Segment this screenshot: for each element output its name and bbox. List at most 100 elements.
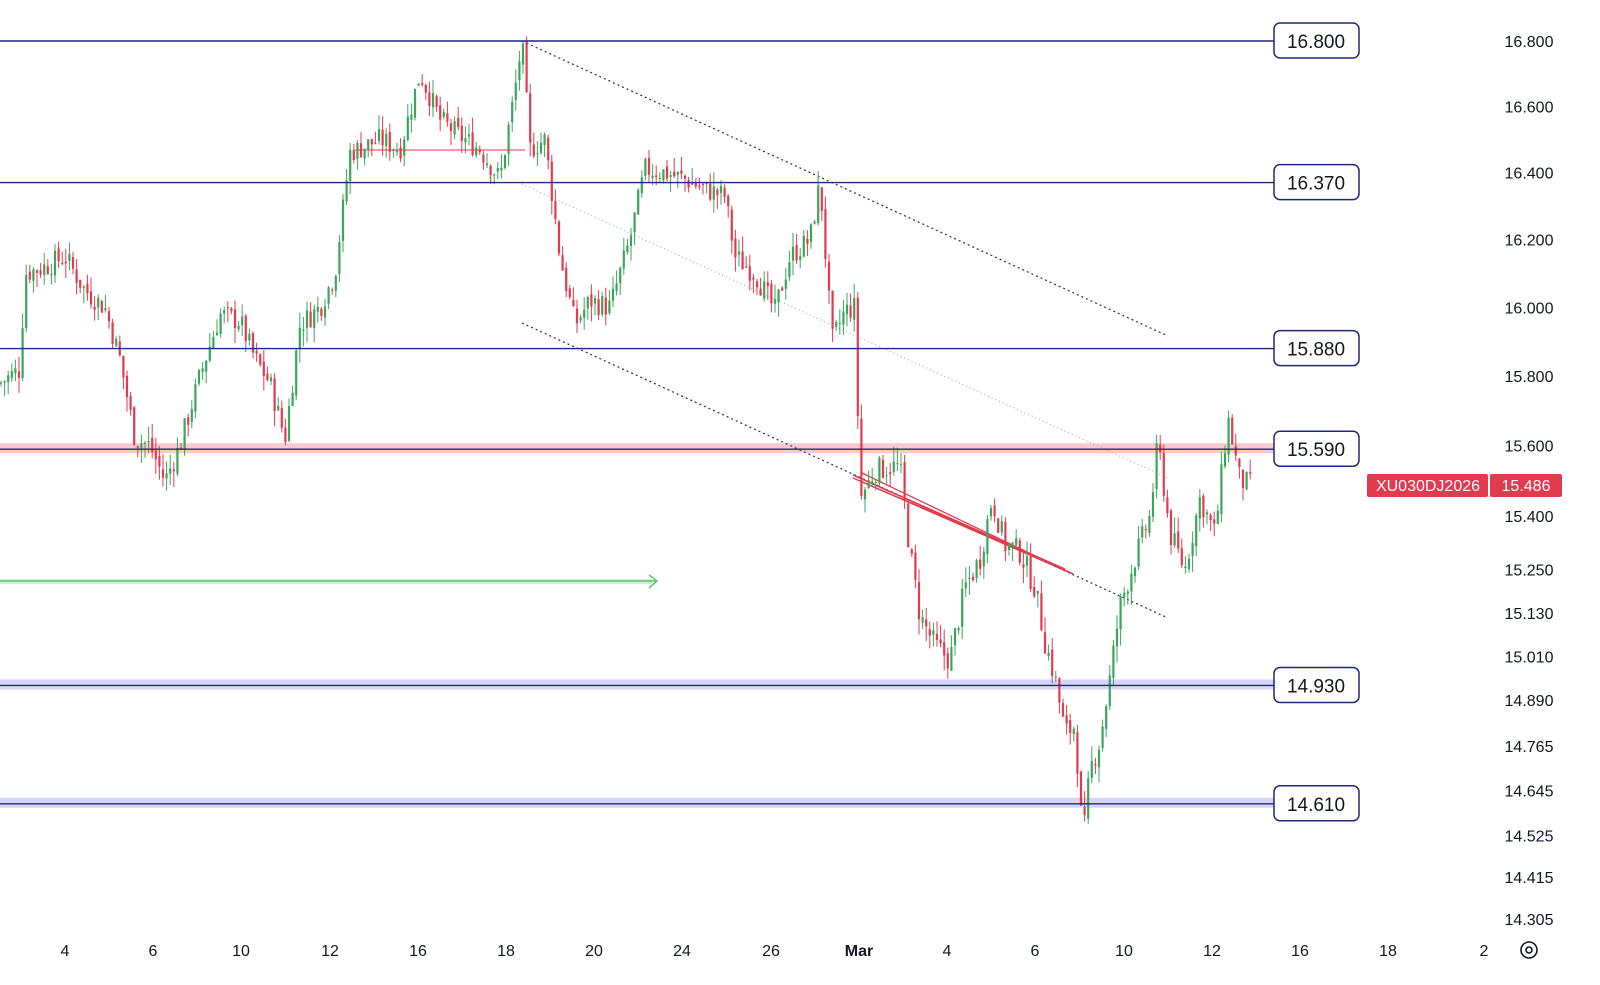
y-tick-label-11: 14.890 (1505, 693, 1554, 710)
level-0[interactable]: 16.800 (0, 22, 1360, 59)
candle-205 (737, 239, 741, 267)
candle-207 (745, 256, 748, 269)
candle-65 (233, 300, 237, 344)
candle-17 (61, 251, 64, 266)
candle-303 (1090, 746, 1093, 784)
candle-101 (363, 148, 366, 166)
candle-189 (680, 156, 683, 180)
candle-38 (136, 445, 139, 458)
candle-127 (457, 106, 460, 131)
candle-85 (305, 301, 309, 343)
candle-92 (331, 287, 334, 295)
candle-80 (287, 398, 291, 443)
candle-242 (871, 467, 874, 487)
level-5[interactable]: 14.610 (0, 785, 1360, 822)
candle-175 (629, 228, 633, 261)
candle-164 (590, 284, 593, 322)
candle-326 (1173, 517, 1176, 548)
candle-231 (831, 290, 834, 342)
candle-260 (935, 621, 939, 647)
candle-129 (464, 126, 467, 154)
x-tick-label-8: 26 (762, 943, 780, 960)
x-tick-label-1: 6 (149, 943, 158, 960)
candle-70 (251, 331, 255, 359)
candle-327 (1177, 517, 1180, 553)
y-tick-label-5: 15.800 (1505, 369, 1554, 386)
candle-52 (187, 413, 190, 437)
price-badge-bg (1490, 474, 1562, 497)
candle-239 (860, 404, 863, 500)
candle-10 (35, 269, 39, 288)
candle-146 (525, 36, 528, 93)
candle-319 (1148, 509, 1151, 537)
candle-334 (1202, 493, 1205, 528)
candle-91 (327, 285, 330, 310)
x-tick-label-5: 18 (497, 943, 515, 960)
candle-21 (75, 259, 78, 295)
level-4[interactable]: 14.930 (0, 666, 1360, 704)
price-axis[interactable]: 16.800 16.600 16.400 16.200 16.000 15.800 15.6… (1505, 34, 1554, 929)
candle-215 (773, 284, 777, 313)
candle-208 (748, 254, 751, 291)
x-tick-label-2: 10 (232, 943, 250, 960)
candle-62 (223, 306, 226, 324)
candle-198 (712, 172, 715, 213)
candle-1 (3, 380, 6, 397)
candle-232 (835, 319, 838, 331)
candle-24 (86, 274, 89, 301)
candle-234 (842, 299, 845, 335)
candle-214 (770, 279, 773, 313)
candle-191 (687, 176, 690, 193)
x-tick-label-16: 2 (1480, 943, 1489, 960)
candle-71 (255, 342, 258, 362)
candle-84 (302, 316, 305, 347)
candle-138 (496, 161, 499, 180)
gear-icon[interactable] (1520, 941, 1538, 959)
x-tick-label-3: 12 (321, 943, 339, 960)
candle-111 (399, 138, 402, 163)
candle-238 (856, 292, 859, 429)
horizontal-levels: 16.800 16.370 15.880 15.590 14.930 14.610 (0, 22, 1360, 822)
candle-139 (500, 154, 503, 179)
y-tick-label-2: 16.400 (1505, 166, 1554, 183)
candle-64 (230, 306, 233, 315)
candle-93 (334, 274, 337, 298)
level-label: 15.590 (1287, 440, 1345, 461)
candle-226 (813, 219, 816, 225)
candle-167 (601, 291, 604, 317)
candle-37 (133, 405, 136, 446)
level-1[interactable]: 16.370 (0, 163, 1360, 201)
x-tick-label-7: 24 (673, 943, 691, 960)
x-tick-label-6: 20 (585, 943, 603, 960)
candle-284 (1022, 549, 1025, 584)
candle-25 (89, 277, 93, 309)
x-tick-label-13: 12 (1203, 943, 1221, 960)
wedge-upper-edge (852, 474, 1074, 575)
candle-32 (115, 336, 118, 347)
candle-310 (1115, 615, 1119, 663)
candle-120 (431, 80, 435, 118)
candle-20 (71, 252, 75, 275)
time-axis[interactable]: 4 6 10 12 16 18 20 24 26 Mar 4 6 10 12 16 18 2 (61, 943, 1489, 960)
candle-160 (575, 299, 579, 334)
candle-2 (7, 370, 10, 395)
candle-144 (518, 50, 521, 91)
trend-line-2 (521, 183, 1169, 479)
candle-291 (1047, 644, 1050, 661)
candle-4 (14, 359, 17, 382)
candle-82 (295, 348, 298, 401)
candle-211 (759, 277, 762, 296)
candle-299 (1076, 725, 1079, 788)
candle-98 (352, 143, 355, 164)
candle-61 (219, 308, 222, 338)
candle-48 (172, 462, 175, 487)
level-3[interactable]: 15.590 (0, 430, 1360, 467)
level-label: 16.370 (1287, 174, 1345, 195)
candle-250 (899, 453, 903, 474)
candle-76 (273, 372, 276, 427)
candle-69 (248, 328, 251, 346)
candle-193 (694, 178, 697, 189)
level-2[interactable]: 15.880 (0, 329, 1360, 367)
candle-346 (1245, 471, 1248, 491)
